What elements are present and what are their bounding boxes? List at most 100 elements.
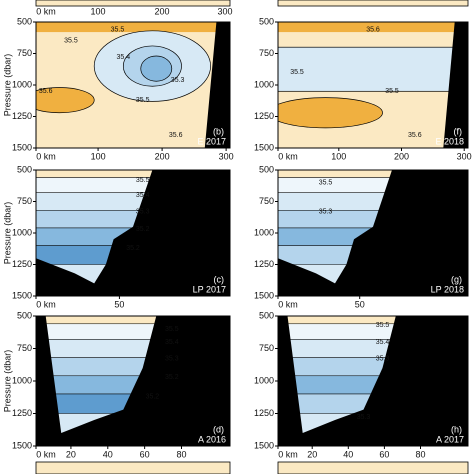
y-tick-label: 1500 — [254, 440, 274, 450]
x-tick-label: 0 km — [36, 449, 56, 459]
blob — [278, 97, 383, 129]
x-tick-label: 0 km — [278, 299, 298, 309]
y-tick-label: 1250 — [254, 408, 274, 418]
strip-bottom — [277, 461, 469, 474]
y-tick-label: 750 — [259, 196, 274, 206]
panel-label: (g) — [451, 274, 462, 284]
band — [36, 22, 230, 33]
contour-label: 35.2 — [136, 226, 150, 233]
contour-label: 35.6 — [169, 132, 183, 139]
y-tick-label: 500 — [259, 16, 274, 26]
panel: 35.5 35.5 35.4 35.3 35.6 35.5 35.6 500 750 1000 12… — [2, 16, 233, 161]
strip-bottom — [35, 461, 231, 474]
bathymetry — [278, 316, 468, 446]
x-tick-label: 100 — [90, 6, 105, 16]
y-tick-label: 500 — [17, 16, 32, 26]
x-tick-label: 0 km — [36, 151, 56, 161]
y-tick-label: 750 — [259, 48, 274, 58]
y-axis-label: Pressure (dbar) — [2, 54, 12, 117]
y-tick-label: 1000 — [12, 79, 32, 89]
x-tick-label: 100 — [91, 151, 106, 161]
x-tick-label: 200 — [154, 6, 169, 16]
y-tick-label: 1250 — [254, 259, 274, 269]
contour-label: 35.4 — [165, 339, 179, 346]
contour-label: 35.5 — [165, 326, 179, 333]
y-axis-label: Pressure (dbar) — [2, 202, 12, 265]
band — [278, 46, 468, 92]
x-tick-label: 0 km — [278, 151, 298, 161]
y-tick-label: 1250 — [12, 259, 32, 269]
contour-label: 35.6 — [39, 88, 53, 95]
panel: 35.5 35.4 35.3 35.2 35.2 500 750 1000 1250 1500 Pr… — [2, 310, 231, 459]
contour-label: 35.5 — [64, 38, 78, 45]
x-tick-label: 60 — [379, 449, 389, 459]
x-tick-label: 200 — [155, 151, 170, 161]
y-tick-label: 1500 — [12, 440, 32, 450]
panel-title: A 2016 — [198, 434, 226, 444]
contour-label: 35.5 — [290, 69, 304, 76]
panel-fill — [278, 170, 468, 296]
bathymetry — [36, 316, 230, 446]
x-tick-label: 80 — [176, 449, 186, 459]
panel-label: (h) — [451, 424, 462, 434]
contour-label: 35.6 — [366, 26, 380, 33]
x-tick-label: 100 — [331, 151, 346, 161]
x-tick-label: 20 — [66, 449, 76, 459]
y-tick-label: 750 — [259, 343, 274, 353]
x-tick-label: 60 — [140, 449, 150, 459]
contour-label: 35.5 — [136, 97, 150, 104]
contour-label: 35.3 — [165, 356, 179, 363]
y-tick-label: 500 — [17, 164, 32, 174]
x-tick-label: 80 — [415, 449, 425, 459]
panel-title: LP 2017 — [193, 284, 226, 294]
panel-fill — [36, 22, 230, 148]
contour-label: 35.4 — [376, 339, 390, 346]
panel: 35.5 35.4 35.3 35.2 35.2 500 750 1000 1250 1500 Pr… — [2, 164, 231, 309]
contour-label: 35.2 — [165, 374, 179, 381]
x-tick-label: 50 — [114, 299, 124, 309]
y-tick-label: 1250 — [254, 111, 274, 121]
panel-fill — [36, 316, 230, 446]
panel: 35.6 35.5 35.5 35.6 500 750 1000 1250 1500 0 km 10… — [254, 16, 472, 161]
x-tick-label: 0 km — [36, 6, 56, 16]
contour-label: 35.2 — [126, 245, 140, 252]
contour-label: 35.3 — [136, 208, 150, 215]
y-tick-label: 1000 — [254, 375, 274, 385]
y-tick-label: 1250 — [12, 111, 32, 121]
panel-label: (c) — [214, 274, 225, 284]
bathymetry — [278, 170, 468, 296]
bathymetry — [443, 22, 468, 148]
x-tick-label: 200 — [394, 151, 409, 161]
y-tick-label: 1000 — [254, 227, 274, 237]
y-tick-label: 1000 — [12, 375, 32, 385]
x-tick-label: 300 — [457, 151, 472, 161]
band — [278, 22, 468, 33]
x-tick-label: 20 — [307, 449, 317, 459]
y-tick-label: 500 — [259, 310, 274, 320]
contour-label: 35.4 — [116, 54, 130, 61]
panel-label: (d) — [213, 424, 224, 434]
x-tick-label: 0 km — [36, 299, 56, 309]
contour-label: 35.3 — [171, 77, 185, 84]
contour-label: 35.5 — [385, 88, 399, 95]
x-tick-label: 40 — [343, 449, 353, 459]
panel-title: E 2017 — [197, 136, 226, 146]
contour-label: 35.5 — [376, 322, 390, 329]
x-tick-label: 40 — [103, 449, 113, 459]
bathymetry — [204, 22, 230, 148]
y-tick-label: 1500 — [12, 290, 32, 300]
y-tick-label: 500 — [259, 164, 274, 174]
x-tick-label: 300 — [217, 6, 232, 16]
contour-label: 35.5 — [111, 26, 125, 33]
y-tick-label: 1500 — [254, 290, 274, 300]
contour-label: 35.2 — [146, 393, 160, 400]
panel-fill — [278, 316, 468, 446]
contour-label: 35.6 — [408, 132, 422, 139]
panel-label: (b) — [213, 126, 224, 136]
y-tick-label: 750 — [17, 196, 32, 206]
panel-title: E 2018 — [435, 136, 464, 146]
x-tick-label: 0 km — [278, 449, 298, 459]
y-tick-label: 750 — [17, 48, 32, 58]
y-tick-label: 1000 — [254, 79, 274, 89]
y-axis-label: Pressure (dbar) — [2, 350, 12, 413]
